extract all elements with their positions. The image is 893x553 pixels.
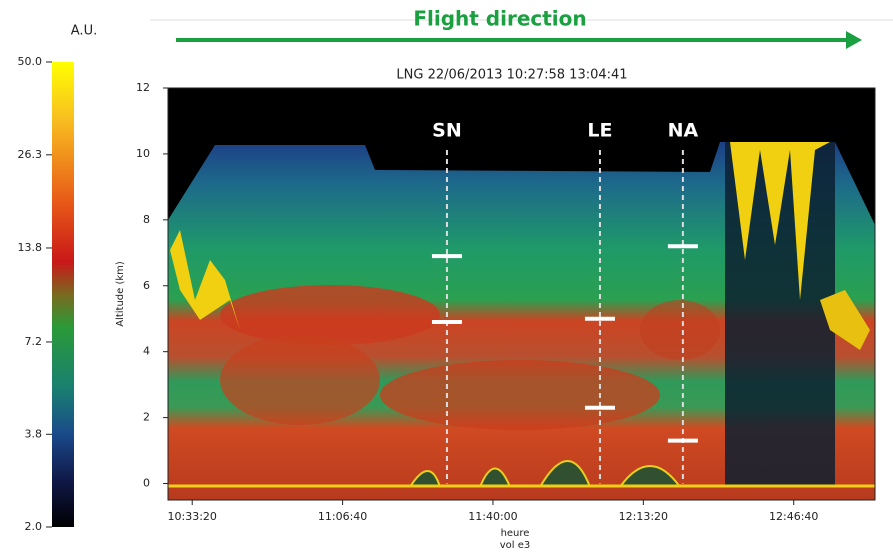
colorbar-tick-label: 7.2: [25, 335, 43, 348]
y-tick-label: 2: [143, 411, 150, 424]
colorbar: [52, 62, 74, 527]
site-label: NA: [668, 120, 699, 142]
site-label: SN: [432, 120, 462, 142]
x-tick-label: 11:06:40: [318, 510, 367, 523]
arrow-head: [846, 31, 862, 49]
y-tick-label: 8: [143, 213, 150, 226]
colorbar-tick-label: 3.8: [25, 427, 43, 440]
y-tick-label: 10: [136, 147, 150, 160]
x-tick-label: 11:40:00: [468, 510, 517, 523]
chart-title: LNG 22/06/2013 10:27:58 13:04:41: [396, 68, 627, 83]
x-tick-label: 10:33:20: [168, 510, 217, 523]
site-label: LE: [587, 120, 612, 142]
colorbar-tick-label: 26.3: [18, 148, 43, 161]
colorbar-label: A.U.: [71, 24, 97, 39]
y-tick-label: 0: [143, 477, 150, 490]
y-tick-label: 4: [143, 345, 150, 358]
x-tick-label: 12:46:40: [769, 510, 818, 523]
colorbar-tick-label: 13.8: [18, 241, 43, 254]
x-axis-label: heure: [501, 528, 530, 539]
x-tick-label: 12:13:20: [619, 510, 668, 523]
heatmap: [168, 88, 875, 500]
y-tick-label: 12: [136, 81, 150, 94]
x-axis-sublabel: vol e3: [500, 540, 531, 551]
y-axis-label: Altitude (km): [115, 261, 126, 327]
plot-frame: [167, 87, 876, 501]
colorbar-tick-label: 2.0: [25, 520, 43, 533]
y-tick-label: 6: [143, 279, 150, 292]
header: Flight direction: [413, 7, 586, 31]
colorbar-tick-label: 50.0: [18, 55, 43, 68]
